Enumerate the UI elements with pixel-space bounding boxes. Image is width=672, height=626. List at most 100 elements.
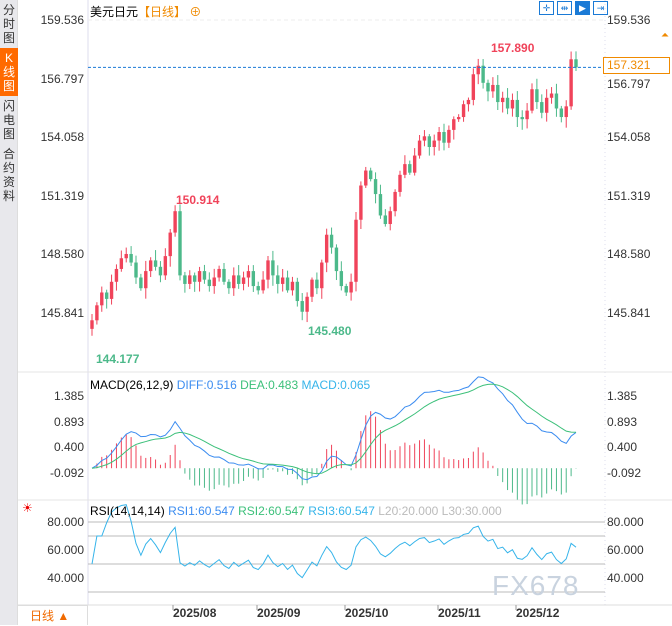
candle-body [236,275,241,284]
period-label[interactable]: 【日线】 [138,5,187,19]
candle-body [461,104,466,118]
candle-body [124,253,128,259]
macd-dea: DEA:0.483 [240,378,299,392]
macd-diff: DIFF:0.516 [176,378,237,392]
candle-body [256,286,260,291]
date-tick-label: 2025/08 [173,606,217,620]
candle-body [393,191,397,212]
candle-body [168,232,172,257]
price-tick-label-left: 154.058 [40,130,84,145]
macd-tick-label-right: 1.385 [607,389,638,403]
price-tick-label-right: 156.797 [607,77,651,91]
candle-body [500,97,505,103]
candle-body [447,129,451,143]
candle-body [515,99,520,118]
macd-tick-label-left: 0.400 [53,440,84,455]
candle-body [202,271,207,280]
fit-range-icon[interactable]: ⇹ [557,1,572,15]
rsi-legend: RSI(14,14,14) RSI1:60.547 RSI2:60.547 RS… [90,504,502,518]
local-low-annotation: 145.480 [308,324,352,338]
l20: L20:20.000 [378,504,439,518]
candle-body [544,97,549,113]
candle-body [109,281,114,299]
jump-latest-icon[interactable]: ⇥ [593,1,608,15]
candle-body [559,108,564,118]
rsi-tick-label-left: 60.000 [47,543,84,557]
rsi-line [91,504,577,579]
local-high-annotation: 150.914 [176,193,220,207]
candle-body [466,99,471,105]
candle-body [540,102,544,113]
tab-time-chart[interactable]: 分时图 [2,3,15,45]
candle-body [114,268,119,282]
candle-body [564,106,568,118]
period-selector[interactable]: 日线 ▲ [18,605,88,625]
tab-flash-chart[interactable]: 闪电图 [2,99,15,141]
candle-body [173,211,177,233]
candle-body [295,281,300,302]
candle-body [505,97,510,109]
macd-tick-label-right: 0.400 [607,440,638,455]
candle-body [261,279,265,291]
candle-body [192,275,197,282]
candle-body [310,279,314,297]
candle-body [378,194,383,216]
macd-tick-label-right: -0.092 [607,466,642,480]
macd-tick-label-left: 1.385 [53,389,84,403]
price-tick-label-left: 145.841 [40,306,84,320]
rsi2: RSI2:60.547 [238,504,305,518]
candle-body [442,132,446,143]
candle-body [510,99,515,109]
candle-body [134,262,138,278]
macd-legend: MACD(26,12,9) DIFF:0.516 DEA:0.483 MACD:… [90,378,370,392]
candle-body [100,292,104,306]
candle-body [373,179,378,195]
candle-body [178,211,182,276]
price-tick-label-right: 151.319 [607,188,651,203]
candle-body [315,279,319,289]
candle-body [452,119,456,130]
candle-body [383,215,388,225]
candle-body [188,275,192,284]
high-annotation: 157.890 [491,41,535,55]
rsi1: RSI1:60.547 [168,504,235,518]
low-annotation: 144.177 [96,352,140,366]
toolbar: ✛ ⇹ ▶ ⇥ [539,1,608,15]
candle-body [251,271,256,287]
candle-body [574,59,578,68]
date-tick-label: 2025/10 [345,606,389,620]
add-icon[interactable]: ⊕ [186,5,202,19]
l30: L30:30.000 [441,504,502,518]
rsi-tick-label-right: 40.000 [607,571,644,585]
candle-body [368,170,373,180]
candle-body [217,268,221,278]
candle-body [320,262,324,289]
candle-body [554,93,559,109]
price-tick-label-left: 159.536 [40,13,84,27]
candle-body [437,132,441,141]
candle-body [222,268,226,282]
candle-body [530,89,534,111]
candle-body [280,277,285,284]
candle-body [271,260,275,276]
candle-body [364,170,368,186]
candle-body [119,258,124,269]
price-tick-label-right: 145.841 [607,306,651,320]
settings-sun-icon[interactable]: ☀ [22,501,33,515]
date-tick-label: 2025/12 [516,606,560,620]
candle-body [153,260,158,267]
candle-body [525,110,529,120]
candle-body [241,277,246,284]
candle-body [408,164,412,173]
crosshair-icon[interactable]: ✛ [539,1,554,15]
candle-body [148,260,153,272]
candle-body [359,185,363,220]
play-icon[interactable]: ▶ [575,1,590,15]
tab-k-line[interactable]: K线图 [0,48,18,96]
tab-contract-info[interactable]: 合约资料 [2,147,15,203]
candle-body [163,256,168,276]
candle-body [549,93,554,98]
candle-body [324,234,329,263]
macd-params: MACD(26,12,9) [90,378,174,392]
